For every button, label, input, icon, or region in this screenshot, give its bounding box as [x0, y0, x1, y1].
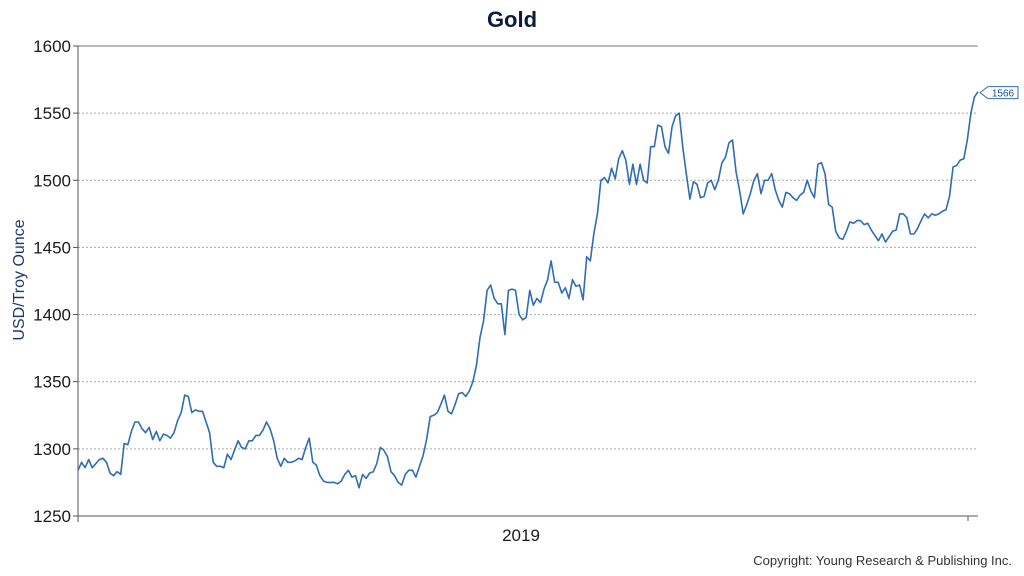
copyright-text: Copyright: Young Research & Publishing I… — [753, 553, 1012, 568]
last-value-callout: 1566 — [979, 86, 1019, 100]
y-tick-label: 1600 — [33, 37, 71, 56]
gridlines — [78, 45, 978, 450]
y-axis-label: USD/Troy Ounce — [11, 219, 28, 340]
y-tick-label: 1350 — [33, 373, 71, 392]
y-tick-label: 1400 — [33, 306, 71, 325]
y-tick-labels: 1250 1300 1350 1400 1450 1500 1550 1600 2019 — [33, 37, 540, 545]
x-tick-label: 2019 — [502, 526, 540, 545]
chart-title: Gold — [487, 7, 537, 32]
last-value-label: 1566 — [992, 89, 1015, 100]
y-tick-label: 1450 — [33, 238, 71, 257]
y-tick-label: 1300 — [33, 440, 71, 459]
axes — [73, 45, 978, 522]
y-tick-label: 1550 — [33, 104, 71, 123]
y-tick-label: 1500 — [33, 171, 71, 190]
y-tick-label: 1250 — [33, 507, 71, 526]
series-gold — [77, 91, 979, 489]
last-value-box — [979, 86, 1019, 100]
gold-price-line — [77, 91, 979, 489]
